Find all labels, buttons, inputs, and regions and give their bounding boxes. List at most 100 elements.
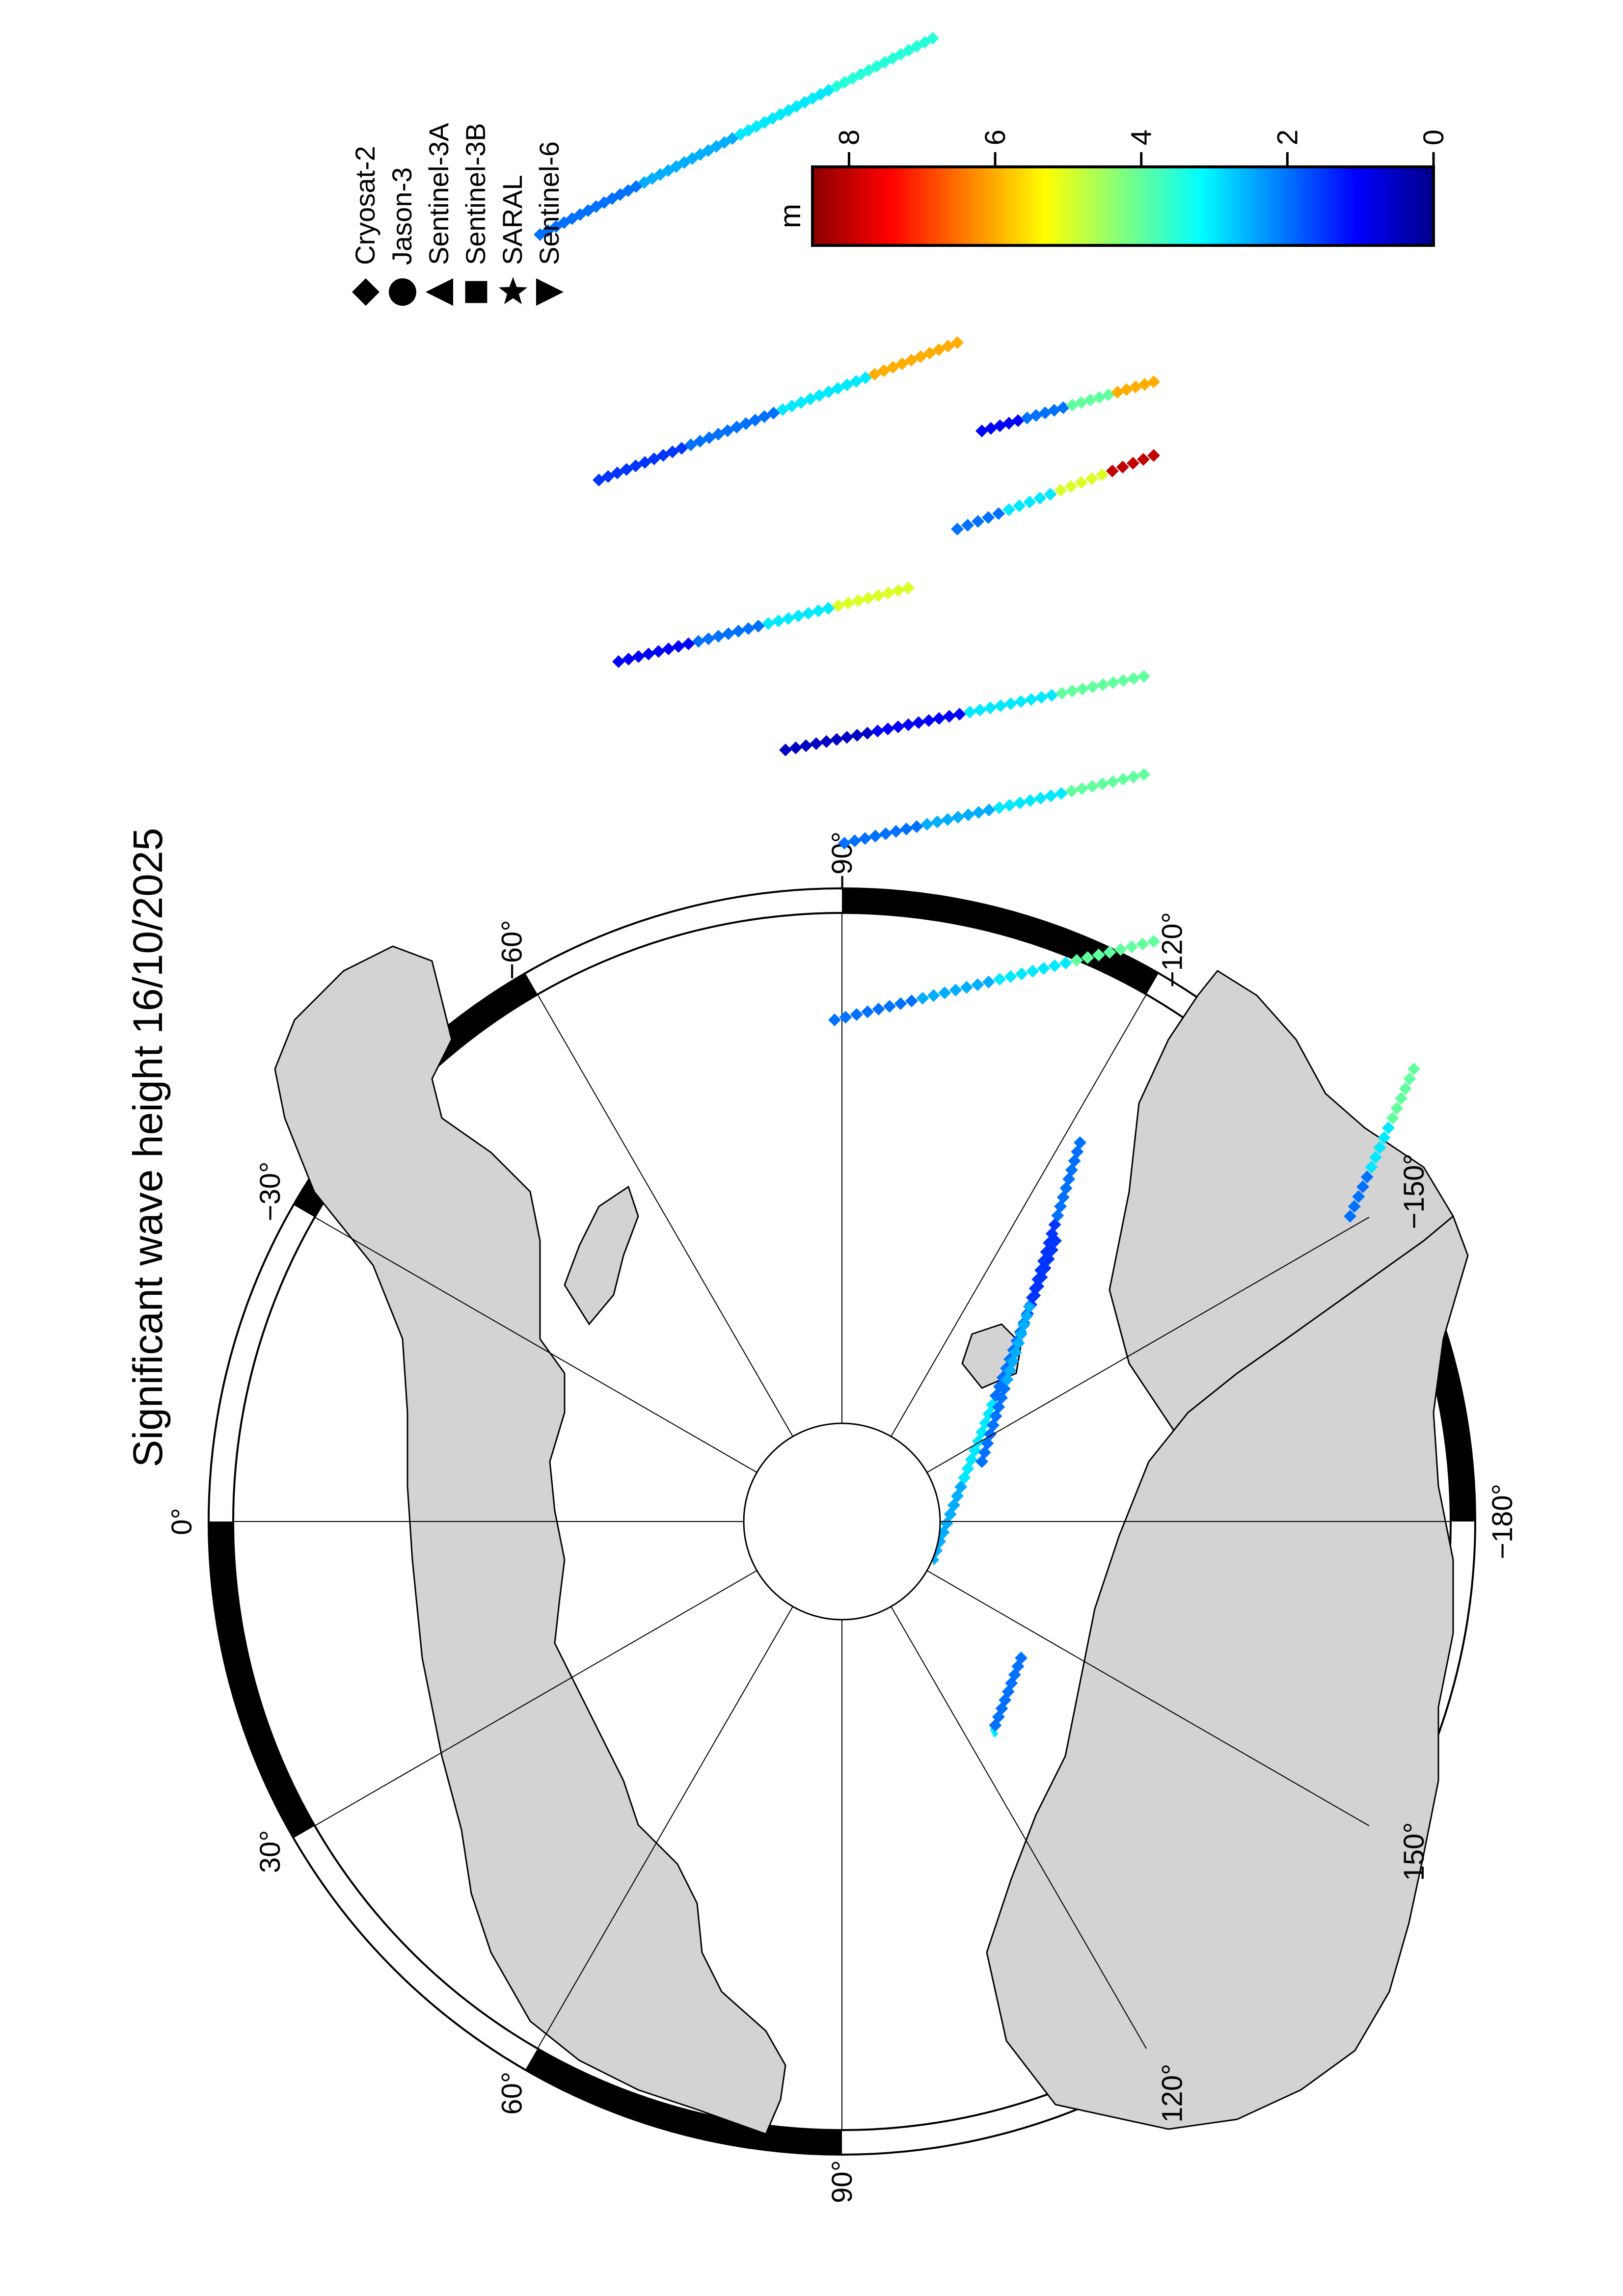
track-point: [612, 655, 625, 668]
track-point: [812, 604, 825, 617]
track-point: [1120, 383, 1133, 396]
track-point: [994, 699, 1007, 712]
longitude-label: −30°: [254, 1162, 286, 1222]
track-point: [1065, 784, 1078, 798]
track-point: [1075, 396, 1088, 409]
legend-symbol-star: [498, 277, 528, 304]
track-point: [1111, 386, 1124, 399]
track-point: [789, 741, 802, 754]
meridian-line: [926, 1217, 1370, 1473]
land-novaya-zemlya: [564, 1185, 639, 1326]
colorbar-tick-label: 4: [1126, 130, 1158, 145]
track-point: [1103, 946, 1116, 959]
legend-symbol-triangle-right: [536, 278, 564, 306]
track-point: [1390, 1102, 1404, 1115]
track-point: [1044, 789, 1057, 802]
track-point: [882, 587, 895, 600]
track-point: [871, 589, 885, 602]
longitude-label: −180°: [1487, 1484, 1518, 1559]
track-point: [841, 597, 855, 610]
track-point: [949, 984, 962, 997]
track-point: [1106, 464, 1119, 478]
track-point: [960, 981, 973, 994]
track-point: [1085, 472, 1098, 485]
track-point: [1033, 491, 1047, 505]
track-point: [1002, 417, 1016, 430]
track-point: [1004, 970, 1017, 983]
track-point: [1125, 940, 1138, 954]
track-point: [810, 737, 823, 750]
longitude-label: 30°: [254, 1830, 286, 1873]
track-point: [1066, 399, 1079, 412]
track-point: [848, 834, 862, 848]
track-point: [1116, 460, 1129, 474]
track-point: [963, 705, 976, 719]
track-point: [972, 515, 985, 528]
track-point: [1386, 1112, 1399, 1124]
track-point: [1015, 967, 1028, 981]
track-point: [951, 336, 964, 349]
track-point: [982, 803, 996, 817]
track-point: [984, 701, 997, 715]
land-eurasia: [274, 945, 786, 2135]
track-point: [722, 627, 735, 641]
track-point: [879, 827, 893, 840]
legend-symbol-circle: [389, 278, 416, 306]
track-point: [1360, 1171, 1374, 1183]
frame-segment: [841, 889, 1159, 994]
track-point: [1037, 962, 1050, 975]
track-point: [916, 991, 929, 1005]
track-point: [932, 712, 946, 725]
colorbar-tick-label: 0: [1418, 130, 1450, 145]
track-point: [792, 609, 805, 622]
track-point: [1137, 768, 1150, 781]
track-point: [1013, 796, 1027, 809]
track-point: [951, 523, 964, 535]
track-point: [1066, 685, 1079, 697]
track-point: [1147, 375, 1160, 388]
track-point: [926, 32, 939, 45]
track-point: [982, 975, 995, 988]
track-point: [1137, 670, 1150, 683]
colorbar-tick-label: 8: [833, 130, 865, 145]
track-point: [1081, 951, 1094, 964]
legend-label: Sentinel-6: [534, 141, 565, 265]
track-point: [1025, 693, 1038, 706]
track-point: [892, 584, 905, 597]
track-point: [982, 511, 995, 524]
track-point: [993, 419, 1006, 432]
track-point: [1056, 401, 1070, 414]
track-point: [712, 630, 725, 643]
frame-segment: [209, 1521, 315, 1838]
land-masses: [274, 945, 1469, 2135]
track-point: [894, 997, 907, 1010]
track-point: [1107, 676, 1120, 689]
track-point: [1003, 799, 1016, 812]
track-point: [702, 632, 715, 645]
track-point: [953, 708, 966, 721]
meridian-line: [314, 1570, 757, 1826]
track-point: [1086, 680, 1099, 694]
longitude-label: 60°: [496, 2072, 528, 2115]
track-point: [1096, 777, 1109, 791]
track-point: [832, 599, 845, 613]
track-point: [1064, 480, 1078, 493]
track-point: [682, 637, 695, 650]
track-point: [692, 635, 705, 648]
track-point: [1085, 780, 1099, 793]
meridian-line: [926, 1570, 1370, 1826]
track-point: [1055, 787, 1068, 800]
track-point: [1002, 503, 1016, 516]
track-point: [1044, 487, 1057, 501]
meridian-line: [314, 1217, 757, 1473]
land-north-america: [986, 1215, 1469, 2130]
track-point: [1407, 1063, 1420, 1075]
track-point: [941, 813, 954, 826]
track-point: [974, 703, 987, 717]
longitude-label: −150°: [1398, 1154, 1430, 1229]
legend-label: Cryosat-2: [350, 146, 380, 265]
track-point: [881, 722, 894, 736]
track-point: [840, 731, 854, 744]
track-point: [782, 612, 795, 625]
track-point: [872, 1002, 885, 1015]
